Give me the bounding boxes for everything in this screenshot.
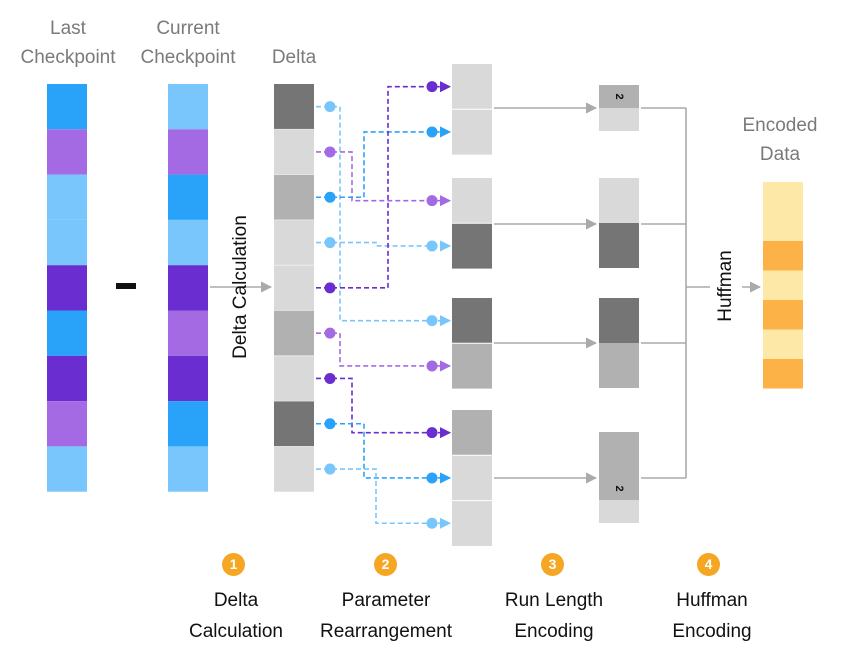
link-target-dot-8 xyxy=(426,517,438,529)
encoded-data-cell-1 xyxy=(763,211,803,241)
encoded-data-cell-4 xyxy=(763,300,803,330)
link-source-dot-4 xyxy=(324,282,336,294)
rle-group-0-cell-0 xyxy=(599,85,639,108)
rearrangement-link-3 xyxy=(316,240,452,252)
current-checkpoint-cell-3 xyxy=(168,219,208,266)
current-checkpoint-cell-2 xyxy=(168,174,208,220)
last-checkpoint-cell-3 xyxy=(47,219,87,266)
rearranged-group-2-cell-1 xyxy=(452,343,492,389)
current-checkpoint-cell-5 xyxy=(168,310,208,356)
run-length-count-label: 2 xyxy=(613,485,625,491)
link-source-dot-1 xyxy=(324,146,336,158)
rle-group-2-cell-0 xyxy=(599,298,639,343)
rle-group-3-cell-2 xyxy=(599,500,639,523)
last-checkpoint-cell-5 xyxy=(47,310,87,356)
rearrangement-link-1 xyxy=(316,151,452,207)
last-checkpoint-cell-2 xyxy=(47,174,87,220)
step-4-label: Huffman Encoding xyxy=(672,590,752,642)
rle-group-2-cell-1 xyxy=(599,343,639,388)
delta-cell-7 xyxy=(274,401,314,447)
delta-cell-1 xyxy=(274,129,314,175)
rearranged-group-3-cell-2 xyxy=(452,500,492,546)
rle-group-3-cell-0 xyxy=(599,432,639,477)
last-checkpoint-cell-7 xyxy=(47,401,87,447)
delta-label: Delta xyxy=(271,47,317,68)
rearrangement-link-7 xyxy=(316,422,452,484)
rearrangement-link-2 xyxy=(316,126,452,199)
rearranged-group-3-cell-0 xyxy=(452,410,492,456)
step-3-badge: 3 xyxy=(541,553,564,576)
link-source-dot-3 xyxy=(324,237,336,249)
last-checkpoint-cell-0 xyxy=(47,84,87,130)
current-checkpoint-label: Current Checkpoint xyxy=(140,18,236,68)
current-checkpoint-cell-8 xyxy=(168,446,208,492)
encoded-data-cell-3 xyxy=(763,270,803,300)
delta-cell-0 xyxy=(274,84,314,130)
rearrangement-link-4 xyxy=(316,81,452,289)
rle-group-0-cell-1 xyxy=(599,108,639,131)
link-target-dot-7 xyxy=(426,472,438,484)
link-source-dot-6 xyxy=(324,372,336,384)
rearrangement-links xyxy=(316,81,452,529)
rearranged-group-3-cell-1 xyxy=(452,455,492,501)
run-length-count-label: 2 xyxy=(613,93,625,99)
link-source-dot-8 xyxy=(324,463,336,475)
link-target-dot-1 xyxy=(426,195,438,207)
rearranged-group-1-cell-0 xyxy=(452,178,492,224)
delta-cell-4 xyxy=(274,265,314,311)
link-source-dot-7 xyxy=(324,418,336,430)
link-target-dot-5 xyxy=(426,360,438,372)
rle-group-1-cell-0 xyxy=(599,178,639,223)
delta-cell-5 xyxy=(274,310,314,356)
delta-calculation-vertical-label: Delta Calculation xyxy=(230,215,251,359)
rearranged-group-1-cell-1 xyxy=(452,223,492,269)
delta-cell-6 xyxy=(274,355,314,402)
step-2-badge: 2 xyxy=(374,553,397,576)
rle-group-1-cell-1 xyxy=(599,223,639,268)
current-checkpoint-cell-7 xyxy=(168,401,208,447)
encoded-data-cell-5 xyxy=(763,329,803,359)
last-checkpoint-cell-1 xyxy=(47,129,87,175)
link-source-dot-2 xyxy=(324,191,336,203)
delta-cell-2 xyxy=(274,174,314,220)
step-3-label: Run Length Encoding xyxy=(504,590,604,642)
current-checkpoint-cell-0 xyxy=(168,84,208,130)
delta-cell-8 xyxy=(274,446,314,492)
link-target-dot-0 xyxy=(426,315,438,327)
current-checkpoint-cell-1 xyxy=(168,129,208,175)
cell-text-layer: 22 xyxy=(613,93,625,491)
encoded-data-cell-0 xyxy=(763,182,803,212)
link-target-dot-3 xyxy=(426,240,438,252)
link-source-dot-0 xyxy=(324,101,336,113)
last-checkpoint-cell-4 xyxy=(47,265,87,311)
link-target-dot-4 xyxy=(426,81,438,93)
delta-cell-3 xyxy=(274,219,314,266)
current-checkpoint-cell-6 xyxy=(168,355,208,402)
encoded-data-cell-2 xyxy=(763,241,803,271)
rle-group-3-cell-1 xyxy=(599,477,639,500)
step-2-label: Parameter Rearrangement xyxy=(319,590,453,642)
step-1-badge: 1 xyxy=(222,553,245,576)
last-checkpoint-cell-8 xyxy=(47,446,87,492)
cells-layer xyxy=(47,64,803,546)
current-checkpoint-cell-4 xyxy=(168,265,208,311)
step-4-badge: 4 xyxy=(697,553,720,576)
rearranged-group-0-cell-1 xyxy=(452,109,492,155)
encoded-data-cell-6 xyxy=(763,359,803,389)
link-target-dot-6 xyxy=(426,427,438,439)
flow-arrows xyxy=(210,102,762,484)
last-checkpoint-label: Last Checkpoint xyxy=(20,18,116,68)
huffman-vertical-label: Huffman xyxy=(715,250,736,322)
rearranged-group-0-cell-0 xyxy=(452,64,492,110)
encoded-data-label: Encoded Data xyxy=(742,115,818,165)
rearranged-group-2-cell-0 xyxy=(452,298,492,344)
last-checkpoint-cell-6 xyxy=(47,355,87,402)
step-1-label: Delta Calculation xyxy=(189,590,283,642)
link-source-dot-5 xyxy=(324,327,336,339)
link-target-dot-2 xyxy=(426,126,438,138)
minus-sign xyxy=(116,283,136,289)
